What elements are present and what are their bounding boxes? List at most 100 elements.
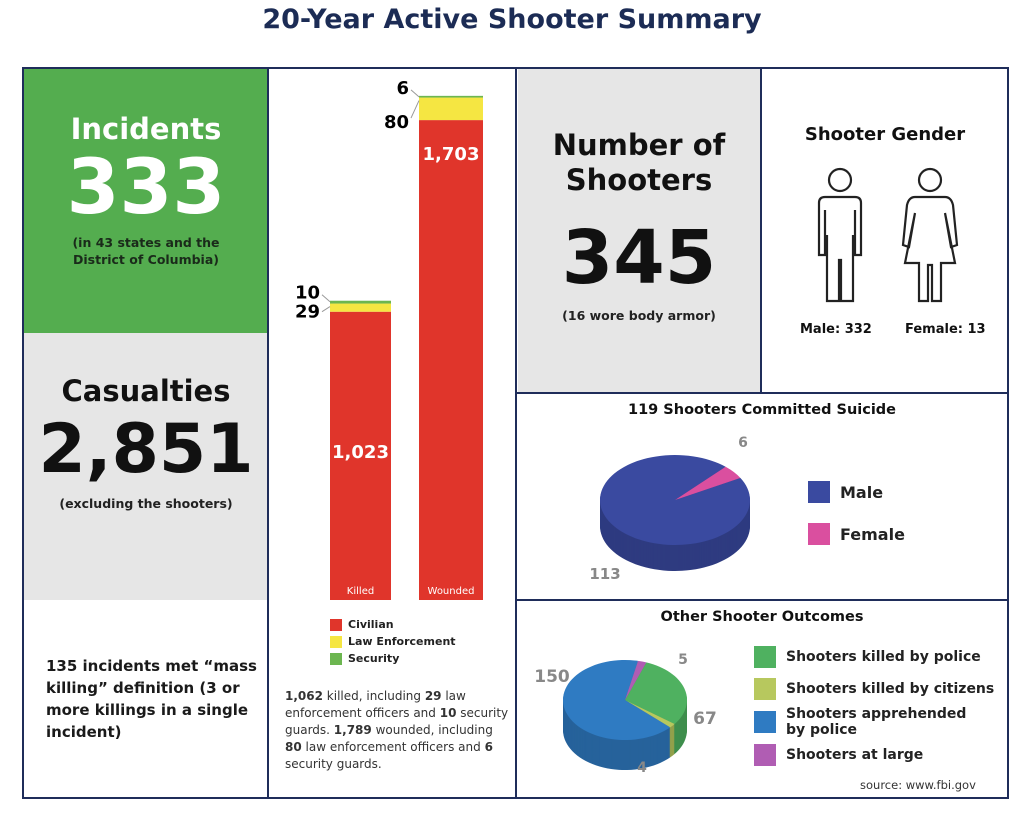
bar-law-enforcement xyxy=(330,303,391,312)
page-title: 20-Year Active Shooter Summary xyxy=(262,4,762,35)
stat: 10 xyxy=(439,706,457,720)
casualties-value: 2,851 xyxy=(38,410,254,489)
female-count: Female: 13 xyxy=(905,322,986,337)
outcomes-pie-chart: 67 4 150 5 xyxy=(534,652,717,776)
bar-civilian xyxy=(330,311,391,600)
pie-value-label: 113 xyxy=(589,565,620,583)
shooters-label: Number of Shooters xyxy=(552,128,726,197)
stat: 1,062 xyxy=(285,689,323,703)
pie-slice-shooters-apprehended-by-police xyxy=(563,660,671,740)
legend-swatch xyxy=(330,652,342,665)
bar-security xyxy=(419,95,483,98)
leader-line xyxy=(321,294,331,303)
legend-swatch xyxy=(754,646,776,668)
source-note: source: www.fbi.gov xyxy=(860,778,976,792)
divider xyxy=(515,69,517,799)
bar-summary: 1,062 killed, including 29 law enforceme… xyxy=(285,688,510,773)
legend-swatch xyxy=(754,744,776,766)
leader-line xyxy=(321,306,331,313)
legend-label: Female xyxy=(840,524,905,544)
pie-value-label: 4 xyxy=(637,760,647,776)
leader-line xyxy=(410,89,420,98)
legend-label: Civilian xyxy=(348,618,394,631)
outcomes-legend: Shooters killed by police Shooters kille… xyxy=(754,646,1004,766)
bar-legend: Civilian Law Enforcement Security xyxy=(330,618,456,669)
bar-value-label: 1,703 xyxy=(423,144,480,165)
legend-at-large: Shooters at large xyxy=(754,744,1004,766)
legend-swatch xyxy=(808,481,830,503)
stat: 6 xyxy=(484,740,493,754)
divider xyxy=(517,392,1007,394)
divider xyxy=(517,599,1007,601)
incidents-panel xyxy=(24,69,268,333)
leader-line xyxy=(410,100,420,119)
pie-slice-female xyxy=(675,466,741,500)
legend-apprehended: Shooters apprehended by police xyxy=(754,706,1004,738)
pie-value-label: 67 xyxy=(693,709,717,729)
legend-label: Shooters at large xyxy=(786,747,924,763)
legend-label: Shooters killed by citizens xyxy=(786,681,995,697)
mass-killing-note: 135 incidents met “mass killing” definit… xyxy=(46,657,257,741)
divider xyxy=(760,69,762,393)
legend-label: Male xyxy=(840,482,884,502)
security-value-label: 10 xyxy=(295,283,320,304)
legend-female: Female xyxy=(808,523,905,545)
casualties-note: (excluding the shooters) xyxy=(59,496,233,511)
legend-male: Male xyxy=(808,481,905,503)
male-count: Male: 332 xyxy=(800,322,872,337)
text: killed, including xyxy=(322,689,425,703)
legend-label: Shooters killed by police xyxy=(786,649,981,665)
pie-slice-male xyxy=(600,455,750,545)
suicide-title: 119 Shooters Committed Suicide xyxy=(627,402,897,418)
legend-law-enforcement: Law Enforcement xyxy=(330,635,456,648)
divider xyxy=(267,69,269,799)
shooters-note: (16 wore body armor) xyxy=(562,308,716,323)
suicide-pie-chart: 113 6 xyxy=(589,435,750,583)
legend-swatch xyxy=(330,618,342,631)
outcomes-title: Other Shooter Outcomes xyxy=(660,609,864,625)
bar-law-enforcement xyxy=(419,97,483,121)
casualties-panel xyxy=(24,333,268,600)
bar-category-label: Killed xyxy=(347,586,374,597)
bar-value-label: 1,023 xyxy=(332,442,389,463)
incidents-value: 333 xyxy=(66,142,226,231)
security-value-label: 6 xyxy=(396,78,409,99)
legend-killed-by-citizens: Shooters killed by citizens xyxy=(754,678,1004,700)
legend-swatch xyxy=(808,523,830,545)
text: security guards. xyxy=(285,706,509,737)
legend-civilian: Civilian xyxy=(330,618,456,631)
gender-icons xyxy=(817,167,959,303)
legend-swatch xyxy=(754,678,776,700)
pie-value-label: 5 xyxy=(678,652,688,668)
stat: 29 xyxy=(424,689,442,703)
legend-swatch xyxy=(330,635,342,648)
pie-value-label: 6 xyxy=(738,435,748,451)
legend-label: Shooters apprehended by police xyxy=(786,706,967,738)
casualties-label: Casualties xyxy=(61,374,231,408)
law-enforcement-value-label: 80 xyxy=(384,112,409,133)
text: security guards. xyxy=(285,757,382,771)
pie-slice-shooters-killed-by-citizens xyxy=(625,700,675,728)
incidents-note: (in 43 states and the District of Columb… xyxy=(72,235,220,267)
incidents-label: Incidents xyxy=(70,112,222,146)
text: law enforcement officers and xyxy=(285,689,466,720)
bar-security xyxy=(330,300,391,304)
text: wounded, including xyxy=(371,723,493,737)
legend-killed-by-police: Shooters killed by police xyxy=(754,646,1004,668)
bar-civilian xyxy=(419,120,483,600)
stat: 1,789 xyxy=(333,723,372,737)
gender-title: Shooter Gender xyxy=(804,124,966,145)
female-icon xyxy=(901,167,959,303)
legend-label: Security xyxy=(348,652,400,665)
pie-value-label: 150 xyxy=(534,667,570,687)
legend-label: Law Enforcement xyxy=(348,635,456,648)
legend-swatch xyxy=(754,711,776,733)
male-icon xyxy=(817,167,863,303)
pie-slice-shooters-at-large xyxy=(625,660,647,700)
suicide-legend: Male Female xyxy=(808,481,905,545)
shooters-panel xyxy=(518,69,760,393)
text: law enforcement officers and xyxy=(301,740,485,754)
legend-security: Security xyxy=(330,652,456,665)
pie-slice-shooters-killed-by-police xyxy=(625,662,687,724)
